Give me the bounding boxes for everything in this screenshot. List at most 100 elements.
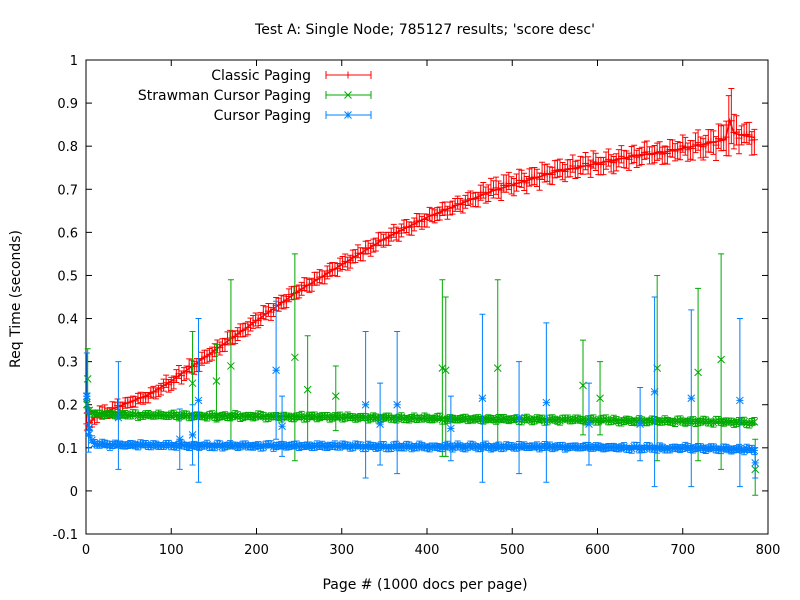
data-point-marker	[185, 442, 194, 451]
outlier-marker	[272, 366, 280, 375]
outlier-marker	[188, 379, 197, 388]
series-strawman-cursor-paging	[82, 253, 760, 496]
data-point-marker	[379, 441, 388, 450]
outlier-marker	[82, 392, 91, 400]
outlier-marker	[291, 353, 299, 362]
data-point-marker	[177, 440, 186, 449]
outlier-errorbar	[332, 365, 339, 432]
y-tick-label: 1	[70, 54, 78, 69]
outlier-marker	[441, 366, 450, 375]
outlier-marker	[331, 392, 340, 400]
outlier-marker	[83, 375, 92, 383]
outlier-marker	[717, 355, 725, 364]
data-point-marker	[727, 445, 736, 454]
outlier-errorbar	[695, 287, 702, 462]
data-point-marker	[620, 443, 628, 451]
data-point-marker	[292, 441, 301, 450]
outlier-marker	[636, 420, 644, 428]
data-point-marker	[666, 444, 674, 453]
chart-title: Test A: Single Node; 785127 results; 'sc…	[254, 22, 595, 38]
x-tick-label: 700	[670, 543, 695, 558]
data-point-marker	[481, 441, 490, 450]
y-tick-label: 0	[70, 485, 78, 500]
data-point-marker	[742, 444, 751, 453]
data-point-marker	[443, 441, 452, 450]
data-point-marker	[453, 441, 462, 450]
outlier-marker	[376, 420, 384, 428]
data-point-marker	[653, 444, 662, 453]
outlier-marker	[447, 424, 455, 433]
data-point-marker	[218, 442, 227, 451]
outlier-marker	[212, 377, 221, 385]
x-tick-label: 400	[415, 543, 440, 558]
data-point-marker	[438, 443, 447, 452]
x-axis-label: Page # (1000 docs per page)	[322, 577, 527, 593]
outlier-marker	[393, 400, 402, 409]
y-tick-label: 0.7	[57, 183, 78, 198]
data-point-marker	[717, 445, 725, 454]
x-tick-label: 200	[244, 543, 269, 558]
data-point-marker	[407, 443, 416, 452]
data-point-marker	[448, 443, 457, 452]
x-tick-label: 300	[329, 543, 354, 558]
y-tick-label: 0.1	[57, 442, 78, 457]
outlier-marker	[542, 398, 551, 407]
series-layer	[82, 87, 760, 496]
data-point-marker	[632, 443, 641, 451]
data-point-marker	[364, 441, 373, 450]
series-line	[86, 396, 756, 451]
y-tick-label: 0.5	[57, 269, 78, 284]
legend-marker	[344, 91, 352, 99]
data-point-errorbar	[728, 87, 735, 145]
data-point-marker	[331, 441, 339, 450]
outlier-marker	[736, 396, 744, 405]
data-point-marker	[545, 442, 554, 451]
outlier-errorbar	[718, 253, 725, 470]
legend: Classic Paging Strawman Cursor Paging Curs…	[138, 68, 372, 124]
legend-marker	[344, 71, 352, 79]
plot-area-frame	[85, 59, 769, 535]
data-point-marker	[740, 446, 748, 455]
data-point-marker	[313, 441, 321, 450]
data-point-marker	[210, 442, 219, 451]
outlier-marker	[361, 400, 370, 409]
axis-ticks: 0 100 200 300 400 500 600 700 800 -0.1 0 0.1 0.2 0.3 0…	[53, 54, 781, 558]
outlier-marker	[596, 394, 604, 403]
data-point-marker	[226, 441, 234, 449]
y-tick-label: 0.2	[57, 399, 78, 414]
series-line	[86, 117, 756, 427]
data-point-marker	[701, 445, 710, 454]
data-point-marker	[106, 442, 114, 450]
series-cursor-paging	[82, 296, 760, 488]
outlier-marker	[438, 364, 447, 372]
outlier-marker	[585, 420, 593, 428]
outlier-errorbar	[580, 339, 587, 436]
y-tick-label: -0.1	[53, 528, 78, 543]
data-point-marker	[425, 443, 434, 452]
outlier-marker	[493, 364, 502, 372]
data-point-marker	[203, 440, 211, 449]
y-tick-label: 0.6	[57, 226, 78, 241]
outlier-marker	[751, 459, 760, 467]
data-point-errorbar	[736, 129, 743, 155]
x-tick-label: 100	[159, 543, 184, 558]
outlier-marker	[114, 413, 123, 422]
data-point-marker	[561, 444, 569, 452]
legend-label: Cursor Paging	[214, 108, 311, 124]
data-point-marker	[259, 442, 268, 451]
x-tick-label: 800	[756, 543, 781, 558]
outlier-marker	[478, 394, 487, 403]
x-tick-label: 600	[585, 543, 610, 558]
data-point-marker	[540, 442, 549, 450]
outlier-marker	[694, 368, 702, 377]
y-tick-label: 0.9	[57, 97, 78, 112]
outlier-errorbar	[442, 296, 449, 457]
outlier-marker	[650, 387, 659, 396]
legend-marker	[344, 111, 352, 119]
data-point-marker	[415, 441, 424, 450]
x-tick-label: 500	[500, 543, 525, 558]
data-point-marker	[689, 444, 697, 453]
y-axis-label: Req Time (seconds)	[8, 230, 24, 368]
y-tick-label: 0.4	[57, 313, 78, 328]
